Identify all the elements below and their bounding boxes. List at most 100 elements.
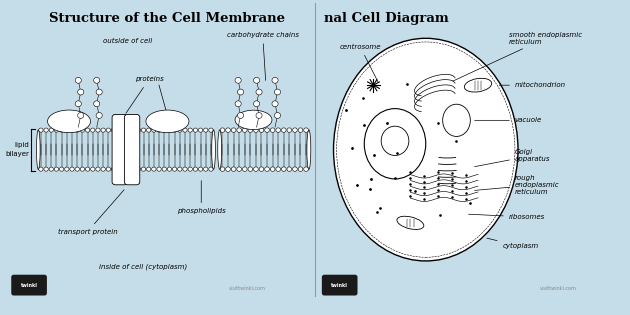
Circle shape (270, 167, 275, 171)
Circle shape (183, 167, 187, 171)
Circle shape (70, 128, 74, 132)
Circle shape (96, 167, 100, 171)
Circle shape (276, 128, 280, 132)
Text: Structure of the Cell Membrane: Structure of the Cell Membrane (49, 12, 285, 25)
Circle shape (101, 128, 105, 132)
Circle shape (77, 112, 84, 118)
Circle shape (49, 167, 54, 171)
Circle shape (75, 167, 79, 171)
Circle shape (287, 167, 292, 171)
Text: twinkl: twinkl (21, 283, 38, 288)
Circle shape (96, 112, 102, 118)
FancyBboxPatch shape (322, 275, 357, 295)
Ellipse shape (397, 216, 424, 229)
Circle shape (65, 128, 69, 132)
Circle shape (54, 128, 59, 132)
Circle shape (117, 128, 121, 132)
Ellipse shape (443, 104, 471, 136)
Circle shape (304, 167, 309, 171)
Circle shape (94, 77, 100, 83)
Text: visittwinkl.com: visittwinkl.com (539, 286, 576, 291)
Circle shape (298, 128, 303, 132)
Circle shape (49, 128, 54, 132)
Circle shape (75, 77, 81, 83)
Circle shape (220, 167, 225, 171)
Circle shape (112, 167, 116, 171)
Circle shape (256, 112, 262, 118)
Ellipse shape (120, 130, 123, 169)
Circle shape (96, 128, 100, 132)
Circle shape (253, 101, 260, 107)
Text: centrosome: centrosome (340, 44, 381, 83)
Circle shape (188, 167, 192, 171)
Ellipse shape (235, 110, 272, 129)
Circle shape (238, 89, 244, 95)
Circle shape (203, 128, 208, 132)
Circle shape (253, 128, 258, 132)
Circle shape (141, 128, 146, 132)
Text: phospholipids: phospholipids (177, 181, 226, 214)
Circle shape (226, 128, 231, 132)
Circle shape (237, 167, 241, 171)
Circle shape (136, 128, 140, 132)
Circle shape (243, 167, 247, 171)
Circle shape (173, 128, 177, 132)
Circle shape (248, 128, 253, 132)
Circle shape (117, 167, 121, 171)
Text: rough
endoplasmic
reticulum: rough endoplasmic reticulum (474, 175, 559, 195)
Circle shape (270, 128, 275, 132)
Circle shape (168, 128, 171, 132)
Circle shape (91, 167, 95, 171)
Circle shape (178, 167, 182, 171)
Circle shape (231, 167, 236, 171)
Ellipse shape (364, 109, 426, 179)
Text: carbohydrate chains: carbohydrate chains (227, 32, 299, 80)
Circle shape (292, 128, 297, 132)
FancyBboxPatch shape (124, 114, 140, 185)
Circle shape (157, 167, 161, 171)
Ellipse shape (212, 130, 215, 169)
Circle shape (147, 128, 151, 132)
Circle shape (276, 167, 280, 171)
Circle shape (162, 128, 166, 132)
Circle shape (198, 128, 203, 132)
Text: vacuole: vacuole (474, 117, 542, 123)
Text: mitochondrion: mitochondrion (499, 82, 566, 88)
Text: lipid: lipid (14, 142, 29, 148)
Circle shape (235, 77, 241, 83)
Circle shape (220, 128, 225, 132)
Circle shape (226, 167, 231, 171)
Circle shape (80, 128, 84, 132)
Ellipse shape (146, 110, 189, 133)
Circle shape (75, 128, 79, 132)
Circle shape (265, 167, 270, 171)
Text: ribosomes: ribosomes (469, 214, 545, 220)
Circle shape (152, 128, 156, 132)
Circle shape (243, 128, 247, 132)
Text: Golgi
apparatus: Golgi apparatus (474, 149, 551, 167)
Circle shape (86, 128, 89, 132)
Circle shape (188, 128, 192, 132)
Ellipse shape (464, 78, 491, 92)
Circle shape (70, 167, 74, 171)
Circle shape (265, 128, 270, 132)
Circle shape (235, 101, 241, 107)
Circle shape (157, 128, 161, 132)
Text: outside of cell: outside of cell (103, 38, 152, 44)
Circle shape (275, 89, 280, 95)
Ellipse shape (129, 130, 132, 169)
FancyBboxPatch shape (11, 275, 47, 295)
Circle shape (173, 167, 177, 171)
Circle shape (54, 167, 59, 171)
Circle shape (238, 112, 244, 118)
Circle shape (44, 167, 49, 171)
Circle shape (282, 128, 286, 132)
Circle shape (198, 167, 203, 171)
Circle shape (275, 112, 280, 118)
Ellipse shape (218, 130, 222, 169)
Circle shape (259, 128, 264, 132)
Ellipse shape (333, 38, 518, 261)
Circle shape (231, 128, 236, 132)
Circle shape (91, 128, 95, 132)
Text: nal Cell Diagram: nal Cell Diagram (324, 12, 449, 25)
